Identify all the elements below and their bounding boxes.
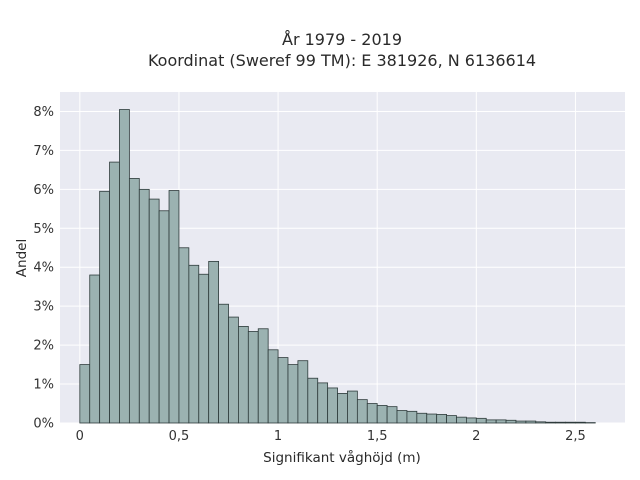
x-tick-label: 0,5 <box>169 429 190 444</box>
histogram-bar <box>426 413 438 424</box>
x-tick-label: 1,5 <box>367 429 388 444</box>
x-axis-title: Signifikant våghöjd (m) <box>263 449 421 466</box>
y-axis-title: Andel <box>14 239 30 277</box>
ticks-layer: 0% 1% 2% 3% 4% 5% 6% 7% 8% 0 0,5 1 1,5 2 2,5 <box>33 105 585 444</box>
y-tick-label: 6% <box>33 183 54 198</box>
histogram-bar <box>475 417 487 424</box>
y-tick-label: 1% <box>33 378 54 393</box>
y-tick-label: 3% <box>33 300 54 315</box>
x-tick-label: 0 <box>76 429 84 444</box>
histogram-bar <box>545 421 557 424</box>
histogram-bar <box>178 247 190 424</box>
y-tick-label: 4% <box>33 261 54 276</box>
histogram-bar <box>366 403 378 424</box>
y-tick-label: 8% <box>33 105 54 120</box>
histogram-bar <box>257 328 269 424</box>
histogram-bar <box>356 399 368 424</box>
y-tick-label: 0% <box>33 417 54 432</box>
histogram-bar <box>218 303 229 424</box>
histogram-bar <box>247 331 259 424</box>
histogram-bar <box>327 387 338 424</box>
histogram-bar <box>277 357 289 424</box>
y-tick-label: 2% <box>33 339 54 354</box>
histogram-bar <box>208 260 219 424</box>
histogram-bar <box>287 364 299 424</box>
x-tick-label: 1 <box>274 429 282 444</box>
histogram-bar <box>485 419 497 424</box>
histogram-bar <box>138 188 150 424</box>
histogram-bar <box>109 161 120 424</box>
histogram-bar <box>495 419 507 424</box>
histogram-bar <box>119 109 130 424</box>
histogram-bar <box>99 190 110 424</box>
histogram-bar <box>436 414 447 424</box>
histogram-bar <box>79 364 91 424</box>
histogram-bar <box>515 420 527 424</box>
histogram-bar <box>386 406 398 424</box>
histogram-bar <box>188 264 200 424</box>
histogram-bar <box>89 274 101 424</box>
x-tick-label: 2 <box>472 429 480 444</box>
histogram-bar <box>317 382 329 424</box>
chart-title-line-1: År 1979 - 2019 <box>282 30 402 49</box>
y-tick-label: 5% <box>33 222 54 237</box>
histogram-bar <box>555 421 566 424</box>
histogram-bar <box>406 410 418 424</box>
histogram-bar <box>238 326 249 424</box>
x-tick-label: 2,5 <box>565 429 586 444</box>
histogram-bar <box>396 410 408 424</box>
histogram-bar <box>575 421 586 424</box>
histogram-bar <box>128 178 140 424</box>
histogram-bar <box>565 421 576 424</box>
histogram-bar <box>466 417 477 424</box>
histogram-bar <box>376 405 388 424</box>
histogram-bar <box>168 190 180 424</box>
histogram-bar <box>347 390 358 424</box>
chart-title-line-2: Koordinat (Sweref 99 TM): E 381926, N 61… <box>148 51 536 70</box>
histogram-bar <box>228 316 239 424</box>
histogram-bar <box>505 419 517 424</box>
histogram-bar <box>337 393 348 424</box>
histogram-bar <box>446 415 457 424</box>
histogram-bar <box>307 377 319 424</box>
histogram-bar <box>416 412 428 424</box>
bars-layer <box>79 109 596 424</box>
histogram-bar <box>158 210 170 424</box>
histogram-bar <box>267 349 279 424</box>
histogram-bar <box>456 416 467 424</box>
histogram-bar <box>198 273 210 424</box>
histogram-bar <box>297 360 309 424</box>
histogram-bar <box>148 198 160 424</box>
histogram-bar <box>525 420 537 424</box>
y-tick-label: 7% <box>33 144 54 159</box>
histogram-bar <box>535 421 547 424</box>
